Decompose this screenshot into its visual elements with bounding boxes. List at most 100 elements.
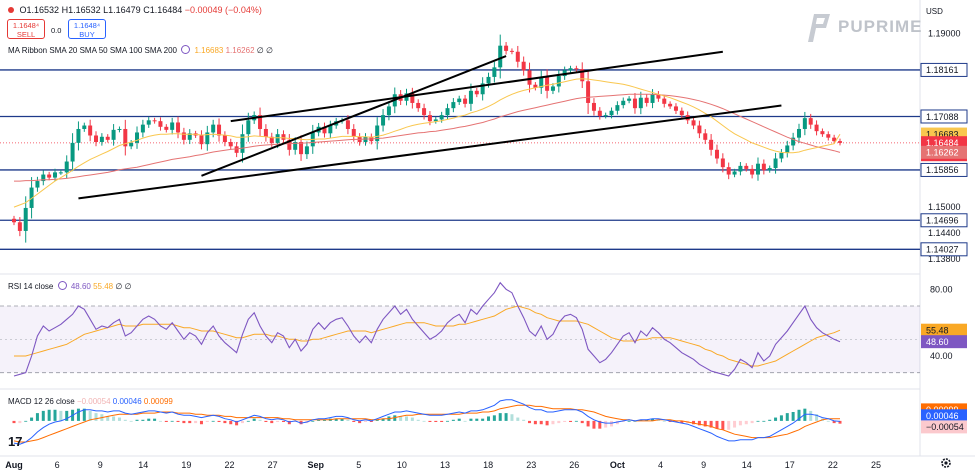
currency-label[interactable]: USD (926, 7, 943, 16)
candle-body (650, 94, 655, 103)
macd-histogram-bar (287, 420, 291, 425)
price-axis-label: 1.14027 (926, 245, 959, 255)
macd-histogram-bar (129, 420, 133, 422)
macd-histogram-bar (322, 419, 326, 421)
candle-body (498, 45, 503, 68)
time-axis-tick: 13 (440, 460, 450, 470)
candle-body (105, 136, 110, 140)
macd-histogram-bar (744, 420, 748, 425)
candle-body (129, 142, 134, 147)
macd-histogram-bar (750, 420, 754, 424)
price-axis-label-bg (920, 162, 968, 177)
price-axis-label: 1.16262 (926, 148, 959, 158)
time-axis-tick: 19 (181, 460, 191, 470)
macd-histogram-bar (41, 410, 45, 421)
brand-mark-icon (808, 14, 830, 42)
macd-histogram-bar (141, 419, 145, 421)
candle-body (820, 131, 825, 135)
time-axis-tick: 14 (742, 460, 752, 470)
time-axis-tick: Sep (307, 460, 324, 470)
rsi-icon (57, 281, 67, 290)
price-axis-tick: 1.13800 (928, 254, 961, 264)
macd-histogram-bar (733, 420, 737, 428)
ma-ribbon-legend[interactable]: MA Ribbon SMA 20 SMA 50 SMA 100 SMA 200 … (8, 45, 273, 55)
rsi-ma-line (14, 305, 841, 367)
macd-histogram-bar (791, 412, 795, 421)
candle-body (135, 132, 140, 143)
price-axis-tick: 1.19000 (928, 29, 961, 39)
candle-body (53, 172, 58, 178)
candle-body (486, 76, 491, 84)
candle-body (29, 187, 34, 208)
candle-body (146, 120, 151, 125)
macd-histogram-bar (774, 417, 778, 421)
candle-body (375, 125, 380, 142)
candle-body (796, 128, 801, 138)
macd-histogram-bar (463, 420, 467, 422)
time-axis-tick: 10 (397, 460, 407, 470)
candle-body (117, 128, 122, 130)
macd-histogram-bar (604, 420, 608, 428)
candle-body (451, 102, 456, 109)
ohlc-open: O1.16532 (19, 5, 60, 15)
candle-body (158, 121, 163, 127)
rsi-legend[interactable]: RSI 14 close 48.60 55.48 ∅ ∅ (8, 281, 132, 291)
macd-histogram-bar (106, 416, 110, 421)
candle-body (644, 97, 649, 103)
candle-body (468, 90, 473, 104)
candle-body (41, 174, 46, 182)
candle-body (299, 142, 304, 155)
macd-value-3: 0.00099 (143, 397, 173, 406)
macd-histogram-bar (522, 419, 526, 421)
sell-button[interactable]: 1.1648⁴ SELL (7, 19, 45, 39)
macd-histogram-bar (223, 420, 227, 424)
time-axis-tick: 9 (98, 460, 103, 470)
time-axis-tick: 25 (871, 460, 881, 470)
macd-legend[interactable]: MACD 12 26 close −0.00054 0.00046 0.0009… (8, 397, 173, 406)
candle-body (386, 106, 391, 116)
candle-body (463, 98, 468, 104)
rsi-value-2: 55.48 (93, 282, 114, 291)
time-axis-tick: 4 (658, 460, 663, 470)
macd-histogram-bar (557, 420, 561, 424)
candle-body (181, 132, 186, 140)
macd-histogram-bar (135, 419, 139, 421)
candle-body (691, 120, 696, 126)
candle-body (679, 110, 684, 116)
macd-histogram-bar (639, 419, 643, 421)
settings-gear-icon[interactable] (941, 458, 951, 468)
candle-body (755, 163, 760, 175)
buy-button[interactable]: 1.1648⁴ BUY (68, 19, 106, 39)
macd-histogram-bar (809, 410, 813, 421)
price-axis-label-bg (921, 420, 967, 434)
candle-body (662, 98, 667, 104)
macd-histogram-bar (826, 420, 830, 422)
candle-body (574, 68, 579, 70)
sma-50-line (14, 93, 841, 182)
macd-histogram-bar (451, 419, 455, 421)
candle-body (550, 86, 555, 91)
candle-body (164, 126, 169, 130)
macd-histogram-bar (510, 414, 514, 421)
macd-histogram-bar (797, 409, 801, 421)
candle-body (140, 124, 145, 133)
candle-body (838, 141, 842, 143)
candle-body (234, 146, 239, 153)
macd-histogram-bar (703, 420, 707, 427)
macd-histogram-bar (65, 410, 69, 421)
candle-body (322, 126, 327, 134)
candle-body (457, 98, 462, 103)
macd-histogram-bar (352, 420, 356, 422)
macd-histogram-bar (615, 420, 619, 425)
time-axis-tick: 14 (138, 460, 148, 470)
macd-histogram-bar (53, 409, 57, 421)
price-axis-label: 1.14696 (926, 216, 959, 226)
macd-histogram-bar (346, 419, 350, 421)
ma-ribbon-icon (181, 45, 191, 54)
candle-body (76, 128, 81, 143)
macd-histogram-bar (311, 420, 315, 422)
candle-body (427, 115, 432, 122)
candle-body (70, 142, 75, 162)
candle-body (597, 110, 602, 116)
